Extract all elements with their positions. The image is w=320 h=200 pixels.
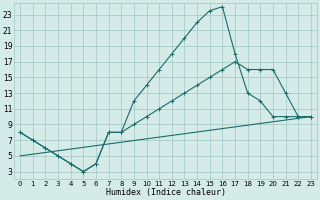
X-axis label: Humidex (Indice chaleur): Humidex (Indice chaleur) (106, 188, 226, 197)
